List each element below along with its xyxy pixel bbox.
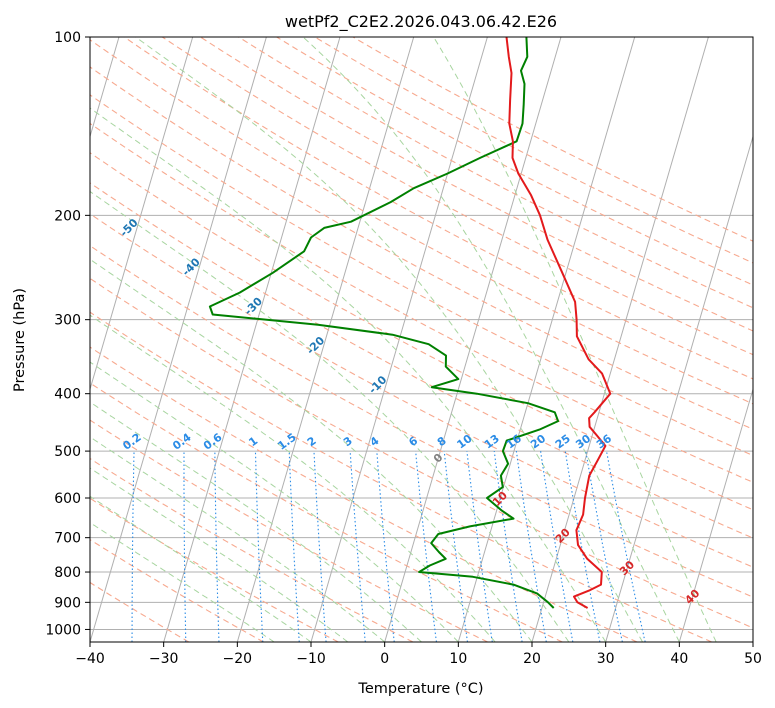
moist-adiabat-line [90,361,459,642]
plot-frame [89,36,754,643]
axis-layer: −40 −30 −20 −10 0 10 20 30 40 50 100 200 300 400 500 60… [45,30,762,667]
y-tick-label: 200 [54,208,81,224]
dewpoint-profile-line [208,37,560,609]
y-axis-title: Pressure (hPa) [12,288,28,392]
profile-layer [208,37,612,609]
x-tick-label: −30 [149,651,179,667]
isotherm-line [90,37,194,392]
dry-adiabat-line [123,37,753,380]
chart-title: wetPf2_C2E2.2026.043.06.42.E26 [285,12,557,32]
x-tick-label: −10 [296,651,326,667]
isotherm-line [163,37,341,642]
moist-adiabat-line [433,37,717,642]
plot-area [90,37,753,642]
x-tick-label: −20 [223,651,253,667]
isotherm-line [384,37,562,642]
isotherm-line [457,37,636,642]
moist-adiabat-line [90,258,533,642]
x-tick-label: −40 [75,651,105,667]
dry-adiabat-line [90,152,753,511]
dry-adiabat-line [90,94,753,457]
mixing-ratio-line [349,451,366,642]
y-tick-label: 700 [54,531,81,547]
y-tick-label: 400 [54,387,81,403]
x-tick-label: 10 [449,651,467,667]
moist-adiabat-line [302,37,680,642]
mixing-ratio-line [376,451,395,642]
dry-adiabat-line [90,122,753,483]
y-tick-label: 500 [54,444,81,460]
x-tick-label: 40 [670,651,688,667]
moist-adiabat-line [90,107,607,642]
moist-adiabat-line [90,314,496,642]
dry-adiabat-line [90,457,414,642]
x-axis-title: Temperature (°C) [357,681,483,697]
y-tick-label: 100 [54,30,81,46]
moist-adiabat-line [90,495,312,642]
isotherm-line [531,37,709,642]
isotherm-line [678,387,753,642]
mixing-ratio-line [466,451,493,642]
grid-layer [90,37,753,642]
x-tick-label: 20 [523,651,541,667]
x-tick-label: 0 [380,651,389,667]
dry-adiabat-line [90,538,264,642]
dry-adiabat-line [90,277,753,629]
y-tick-label: 900 [54,595,81,611]
mixing-ratio-line [443,451,469,642]
mixing-ratio-line [493,451,523,642]
moist-adiabat-line [90,401,422,642]
dry-adiabat-line [90,311,712,642]
isotherm-line [236,37,415,642]
x-tick-label: 30 [597,651,615,667]
mixing-ratio-line [415,451,437,642]
y-tick-label: 800 [54,565,81,581]
y-tick-label: 600 [54,491,81,507]
dry-adiabat-line [90,245,753,598]
dry-adiabat-line [90,213,753,568]
mixing-ratio-line [585,451,623,642]
temperature-profile-line [505,37,612,609]
mixing-ratio-line [564,451,601,642]
dry-adiabat-line [238,37,753,309]
moist-adiabat-line [135,37,643,642]
dry-adiabat-line [90,182,753,539]
dry-adiabat-line [200,37,753,332]
y-tick-label: 300 [54,313,81,329]
dry-adiabat-line [90,419,488,642]
moist-adiabat-line [90,467,349,642]
x-tick-label: 50 [744,651,762,667]
moist-adiabat-line [90,190,570,642]
mixing-ratio-line [605,450,646,642]
dry-adiabat-line [90,581,190,642]
y-tick-label: 1000 [45,622,81,638]
